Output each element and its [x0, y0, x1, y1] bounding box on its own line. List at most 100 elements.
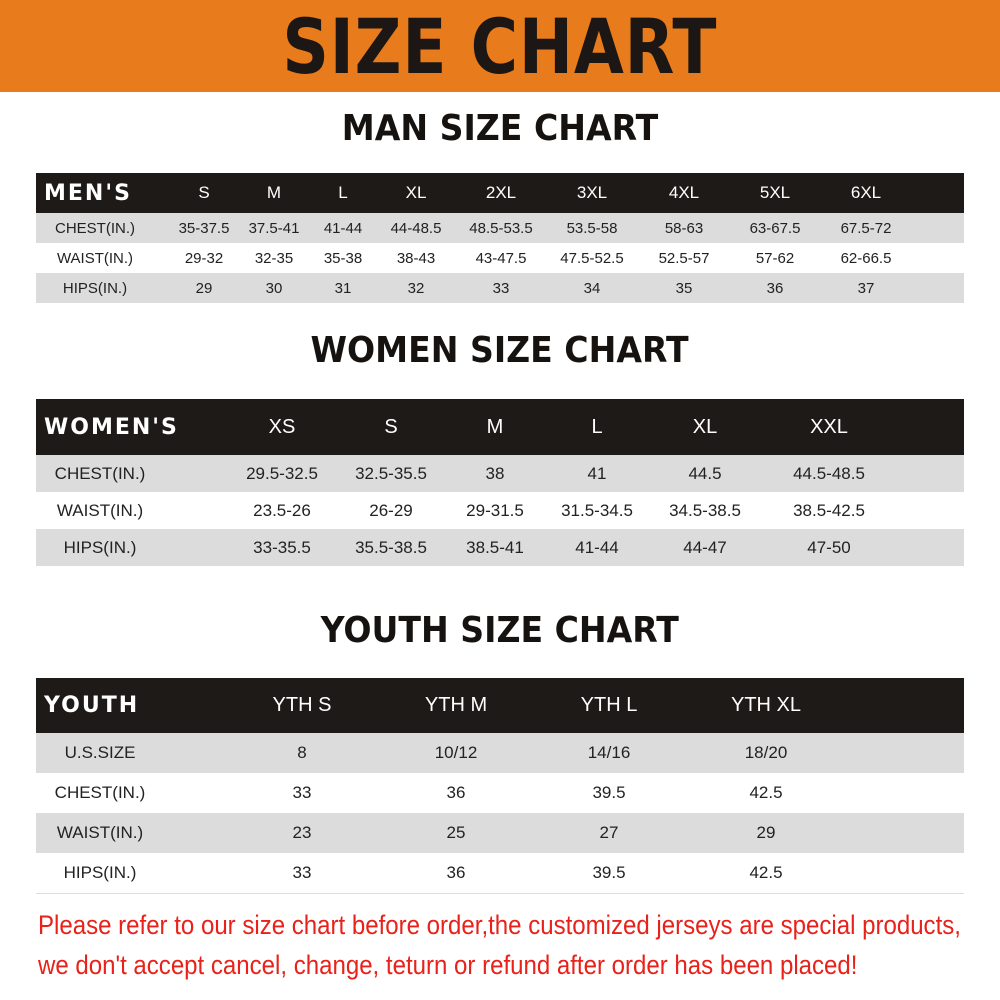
table-cell: 58-63 [664, 219, 704, 237]
table-cell: 35 [675, 279, 693, 297]
table-label: WOMEN'S [44, 414, 179, 440]
table-cell: 10/12 [434, 743, 478, 762]
table-cell: 8 [297, 743, 307, 762]
table-cell: 36 [446, 783, 466, 802]
measurement-label: HIPS(IN.) [63, 537, 137, 557]
table-row: HIPS(IN.) 33-35.5 35.5-38.5 38.5-41 41-44 44-… [36, 529, 964, 566]
table-cell: 42.5 [749, 783, 783, 802]
measurement-label: WAIST(IN.) [56, 500, 144, 520]
size-header: S [384, 415, 398, 438]
table-cell: 38-43 [396, 249, 436, 267]
size-header: L [591, 415, 603, 438]
women-title: WOMEN SIZE CHART [310, 330, 690, 371]
table-cell: 31.5-34.5 [561, 500, 633, 520]
table-cell: 42.5 [749, 863, 783, 882]
table-cell: 32.5-35.5 [355, 463, 427, 483]
header-row: MEN'S S M L XL 2XL 3XL 4XL 5XL 6XL [36, 173, 964, 213]
table-row: HIPS(IN.) 33 36 39.5 42.5 [36, 853, 964, 893]
table-row: WAIST(IN.) 29-32 32-35 35-38 38-43 43-47.5 47.… [36, 243, 964, 273]
size-header: 3XL [576, 183, 608, 202]
table-cell: 35.5-38.5 [355, 537, 427, 557]
table-cell: 52.5-57 [658, 249, 710, 267]
table-cell: 25 [446, 823, 466, 842]
table-row: CHEST(IN.) 33 36 39.5 42.5 [36, 773, 964, 813]
size-header: XS [268, 415, 296, 438]
measurement-label: CHEST(IN.) [54, 783, 146, 802]
size-header: XL [405, 183, 427, 202]
measurement-label: U.S.SIZE [64, 743, 136, 762]
table-cell: 29-32 [184, 249, 224, 267]
table-row: HIPS(IN.) 29 30 31 32 33 34 35 36 37 [36, 273, 964, 303]
table-cell: 41-44 [575, 537, 619, 557]
notice-line-2: we don't accept cancel, change, teturn o… [38, 950, 858, 980]
table-cell: 37.5-41 [248, 219, 300, 237]
table-cell: 34.5-38.5 [669, 500, 741, 520]
table-cell: 39.5 [592, 863, 626, 882]
table-cell: 33-35.5 [253, 537, 311, 557]
table-cell: 33 [492, 279, 510, 297]
table-cell: 35-38 [323, 249, 363, 267]
table-cell: 38 [485, 463, 505, 483]
measurement-label: WAIST(IN.) [56, 249, 134, 267]
table-cell: 18/20 [744, 743, 788, 762]
table-cell: 44.5-48.5 [793, 463, 865, 483]
youth-size-table: YOUTH YTH S YTH M YTH L YTH XL U.S.SIZE 8 10/12… [36, 678, 964, 894]
table-cell: 63-67.5 [749, 219, 801, 237]
table-cell: 31 [334, 279, 352, 297]
notice-line-1: Please refer to our size chart before or… [38, 910, 961, 940]
table-row: WAIST(IN.) 23 25 27 29 [36, 813, 964, 853]
table-cell: 32 [407, 279, 425, 297]
table-cell: 67.5-72 [840, 219, 892, 237]
table-cell: 35-37.5 [178, 219, 230, 237]
table-cell: 57-62 [755, 249, 795, 267]
table-label: MEN'S [44, 180, 132, 206]
size-header: YTH L [580, 694, 638, 716]
measurement-label: CHEST(IN.) [55, 219, 135, 237]
table-row: WAIST(IN.) 23.5-26 26-29 29-31.5 31.5-34.5 34… [36, 492, 964, 529]
header-row: YOUTH YTH S YTH M YTH L YTH XL [36, 678, 964, 733]
table-cell: 53.5-58 [566, 219, 618, 237]
measurement-label: HIPS(IN.) [62, 279, 128, 297]
header-row: WOMEN'S XS S M L XL XXL [36, 399, 964, 455]
size-chart-banner: SIZE CHART [0, 0, 1000, 92]
banner-title: SIZE CHART [282, 1, 718, 91]
size-header: YTH M [424, 694, 488, 716]
table-cell: 29 [756, 823, 776, 842]
table-cell: 30 [265, 279, 283, 297]
size-header: XXL [810, 415, 848, 438]
size-header: S [198, 183, 210, 202]
table-cell: 26-29 [369, 500, 413, 520]
table-cell: 44-48.5 [390, 219, 442, 237]
size-header: 2XL [485, 183, 517, 202]
table-cell: 36 [446, 863, 466, 882]
measurement-label: CHEST(IN.) [54, 463, 146, 483]
table-cell: 29 [195, 279, 213, 297]
table-cell: 62-66.5 [840, 249, 892, 267]
table-row: U.S.SIZE 8 10/12 14/16 18/20 [36, 733, 964, 773]
table-cell: 34 [583, 279, 601, 297]
table-cell: 38.5-41 [466, 537, 524, 557]
men-size-table: MEN'S S M L XL 2XL 3XL 4XL 5XL 6XL CHEST(IN.) 35-37… [36, 173, 964, 303]
table-cell: 41 [587, 463, 607, 483]
table-cell: 33 [292, 783, 312, 802]
table-cell: 23.5-26 [253, 500, 311, 520]
men-title: MAN SIZE CHART [341, 108, 659, 149]
table-cell: 29-31.5 [466, 500, 524, 520]
size-header: XL [692, 415, 718, 438]
table-cell: 27 [599, 823, 619, 842]
size-header: M [266, 183, 282, 202]
size-header: L [338, 183, 348, 202]
table-label: YOUTH [44, 693, 140, 718]
youth-title: YOUTH SIZE CHART [320, 610, 680, 651]
size-header: 4XL [668, 183, 700, 202]
table-row: CHEST(IN.) 29.5-32.5 32.5-35.5 38 41 44.5 44.5… [36, 455, 964, 492]
size-header: M [486, 415, 504, 438]
size-header: 5XL [759, 183, 791, 202]
table-cell: 48.5-53.5 [469, 219, 533, 237]
table-cell: 29.5-32.5 [246, 463, 318, 483]
measurement-label: HIPS(IN.) [63, 863, 137, 882]
women-size-table: WOMEN'S XS S M L XL XXL CHEST(IN.) 29.5-32.5 32.5… [36, 399, 964, 566]
table-cell: 14/16 [587, 743, 631, 762]
table-cell: 37 [857, 279, 875, 297]
size-header: 6XL [850, 183, 882, 202]
